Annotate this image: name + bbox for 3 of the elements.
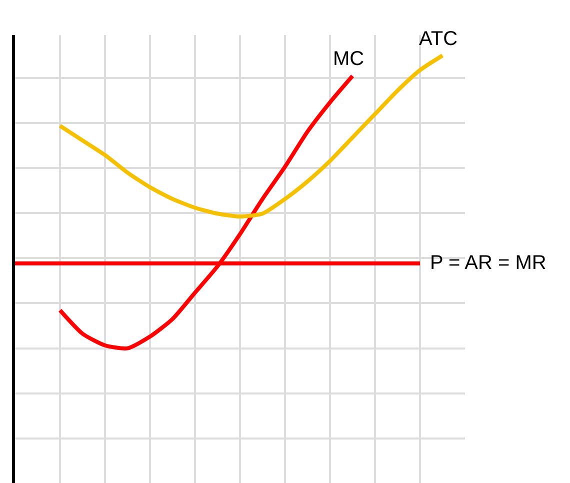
series-label: P = AR = MR — [430, 252, 546, 274]
series-label: ATC — [419, 28, 458, 50]
series-label: MC — [333, 48, 364, 70]
